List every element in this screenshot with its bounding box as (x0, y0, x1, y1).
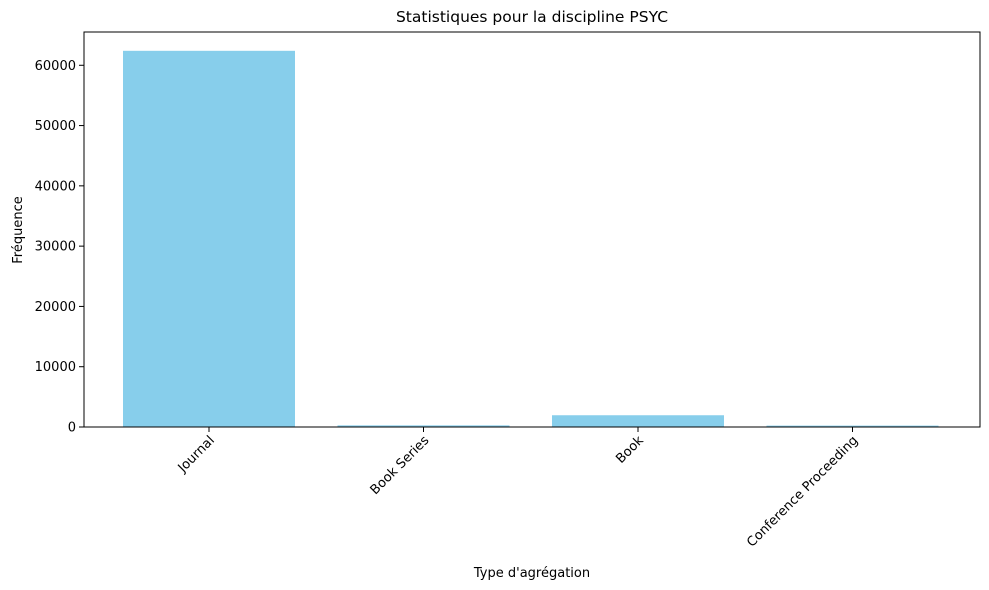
y-tick-label: 20000 (35, 300, 76, 315)
y-tick-label: 40000 (35, 179, 76, 194)
x-axis-label: Type d'agrégation (473, 566, 590, 581)
y-tick-label: 50000 (35, 119, 76, 134)
y-axis-label: Fréquence (11, 196, 26, 263)
bar-conference-proceeding (766, 425, 939, 427)
y-axis-ticks: 0 10000 20000 30000 40000 50000 60000 (35, 59, 84, 436)
bar-journal (123, 50, 295, 428)
y-tick-label: 0 (68, 421, 76, 436)
bar-book-series (337, 425, 510, 427)
y-tick-label: 30000 (35, 240, 76, 255)
chart-title: Statistiques pour la discipline PSYC (396, 8, 668, 26)
y-tick-label: 10000 (35, 360, 76, 375)
bar-book (552, 415, 724, 427)
y-tick-label: 60000 (35, 59, 76, 74)
plot-frame (83, 31, 981, 428)
bars-group (123, 50, 939, 428)
